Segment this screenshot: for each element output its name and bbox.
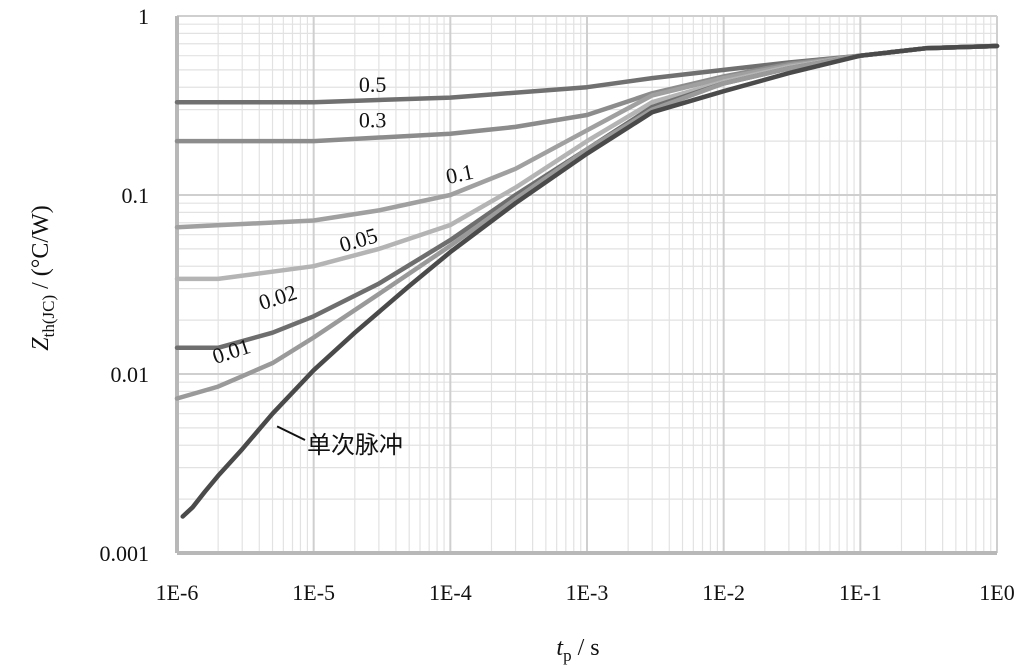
x-axis-label: tp / s (556, 635, 599, 665)
x-tick-label: 1E-5 (292, 580, 335, 605)
series-label-1: 0.3 (359, 107, 387, 132)
x-tick-label: 1E-3 (566, 580, 609, 605)
x-tick-label: 1E-4 (429, 580, 472, 605)
y-tick-label: 0.01 (111, 362, 150, 387)
x-tick-labels: 1E-6 1E-5 1E-4 1E-3 1E-2 1E-1 1E0 (156, 580, 1015, 605)
series-label-6: 单次脉冲 (307, 431, 403, 459)
axes (175, 16, 997, 555)
series-label-0: 0.5 (359, 72, 387, 97)
series-lines (174, 43, 1000, 519)
series-line-6 (180, 43, 1000, 519)
single-pulse-leader-line (276, 425, 306, 441)
x-tick-label: 1E0 (979, 580, 1014, 605)
y-axis-label: Zth(JC) / (°C/W) (28, 205, 58, 350)
x-tick-label: 1E-2 (702, 580, 745, 605)
y-tick-label: 1 (138, 4, 149, 29)
x-tick-label: 1E-6 (156, 580, 199, 605)
y-tick-label: 0.1 (122, 183, 150, 208)
y-tick-label: 0.001 (100, 541, 150, 566)
y-tick-labels: 0.001 0.01 0.1 1 (100, 4, 150, 566)
series-label-2: 0.1 (444, 159, 476, 189)
x-tick-label: 1E-1 (839, 580, 882, 605)
